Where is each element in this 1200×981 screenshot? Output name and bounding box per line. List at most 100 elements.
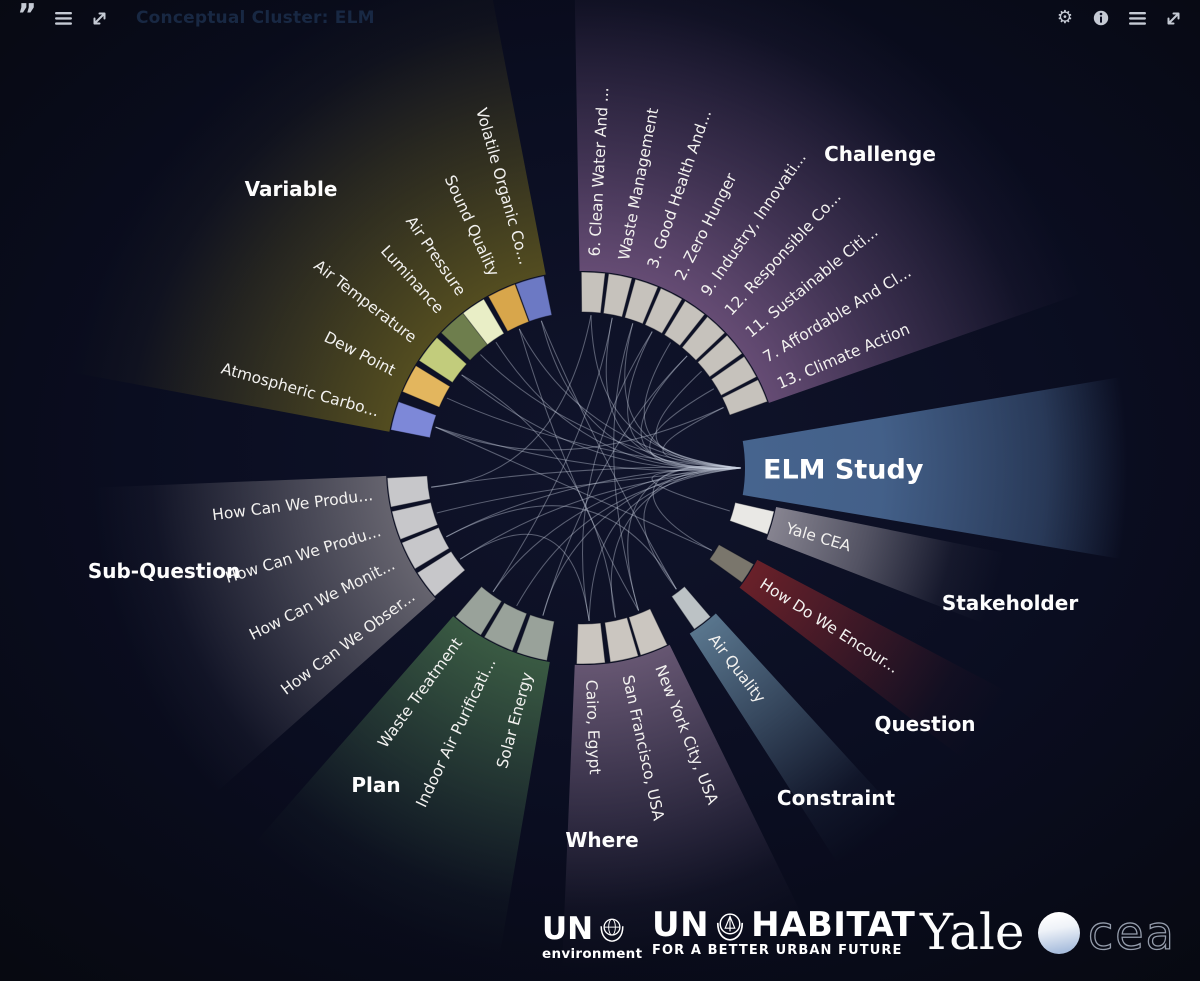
node-question-0[interactable] [708,543,755,584]
link-line [542,467,742,616]
link-line [590,315,742,469]
category-label-stakeholder: Stakeholder [942,591,1079,615]
node-variable-2[interactable] [458,298,505,348]
category-label-challenge: Challenge [824,142,936,166]
node-plan-0[interactable] [454,585,503,636]
node-where-1[interactable] [604,617,639,663]
menu-icon-svg [1128,11,1146,25]
toolbar: ” Conceptual Cluster: ELM ⚙ [0,0,1200,36]
node-challenge-1[interactable] [602,273,633,318]
un-emblem-icon [600,918,624,942]
link-line [540,320,677,590]
wedge-variable[interactable] [71,0,546,432]
wedge-subquestion[interactable] [93,475,436,793]
quote-glyph: ” [17,0,37,33]
node-challenge-2[interactable] [624,278,659,325]
expand-icon[interactable] [88,8,110,28]
link-line [446,397,742,469]
category-label-subquestion: Sub-Question [88,559,240,583]
node-challenge-8[interactable] [721,378,769,416]
link-line [435,407,724,451]
node-challenge-0[interactable] [580,271,606,314]
link-line [662,407,742,469]
link-line [446,467,742,538]
link-line [435,426,742,472]
un-environment-sub: environment [542,946,643,962]
link-line [624,323,742,469]
link-line [643,467,742,590]
link-line [431,315,592,488]
node-variable-0[interactable] [515,275,553,323]
link-line [446,505,677,590]
cea-logo: cea [1038,906,1176,960]
un-habitat-un: UN [652,905,710,945]
un-habitat-wordmark: HABITAT [751,905,916,945]
link-line [492,467,742,593]
node-challenge-4[interactable] [663,300,706,347]
wedge-constraint[interactable] [689,613,900,864]
label-where-0[interactable]: Cairo, Egypt [582,679,604,774]
settings-icon[interactable]: ⚙ [1054,8,1076,28]
link-line [518,328,640,611]
link-line [649,388,742,470]
expand-icon-svg [93,12,105,24]
node-where-0[interactable] [575,622,606,665]
category-label-where: Where [565,828,638,852]
node-subquestion-1[interactable] [391,501,439,541]
category-label-constraint: Constraint [777,786,896,810]
wedge-elm[interactable] [742,377,1128,559]
wedge-challenge[interactable] [574,0,1084,403]
category-label-plan: Plan [351,773,400,797]
info-icon[interactable] [1090,8,1112,28]
wedge-question[interactable] [739,559,1008,760]
quote-icon[interactable]: ” [16,0,38,33]
node-challenge-6[interactable] [696,334,743,378]
node-subquestion-3[interactable] [416,550,466,598]
link-line [459,467,742,560]
link-line [588,467,742,621]
node-variable-6[interactable] [390,400,437,439]
un-habitat-emblem-icon [717,913,744,941]
node-constraint-0[interactable] [670,585,712,631]
node-stakeholder-0[interactable] [729,501,775,536]
node-subquestion-0[interactable] [386,475,431,508]
menu-icon[interactable] [52,8,74,28]
node-plan-1[interactable] [483,602,528,652]
un-habitat-tagline: FOR A BETTER URBAN FUTURE [652,943,903,958]
link-line [605,317,742,469]
node-variable-3[interactable] [440,312,489,362]
link-line [540,320,742,470]
yale-wordmark: Yale [920,903,1025,961]
link-line [461,374,742,470]
un-habitat-logo: UN HABITAT FOR A BETTER URBAN FUTURE [652,908,915,958]
expand-icon[interactable] [1162,8,1184,28]
link-line [655,370,742,469]
node-variable-1[interactable] [487,283,530,333]
link-line [640,355,742,469]
link-line [480,354,742,469]
node-challenge-7[interactable] [710,355,758,397]
un-environment-wordmark: UN [542,911,594,947]
wedge-where[interactable] [562,644,803,968]
center-node-label[interactable]: ELM Study [763,455,924,486]
wedge-stakeholder[interactable] [766,506,1005,624]
node-variable-4[interactable] [418,336,468,384]
gear-glyph: ⚙ [1056,7,1074,28]
menu-icon[interactable] [1126,8,1148,28]
node-subquestion-2[interactable] [401,526,450,570]
link-line [459,533,590,621]
info-icon-svg [1093,10,1109,26]
node-challenge-3[interactable] [644,287,683,335]
cea-wordmark: cea [1087,906,1176,960]
link-line [613,323,640,611]
node-variable-5[interactable] [401,364,451,408]
link-line [643,342,742,469]
node-challenge-5[interactable] [681,315,726,362]
link-line [651,467,742,512]
wedge-plan[interactable] [253,616,550,961]
link-line [431,466,742,488]
node-where-2[interactable] [628,608,669,656]
link-line [542,355,688,616]
node-plan-2[interactable] [515,614,555,662]
